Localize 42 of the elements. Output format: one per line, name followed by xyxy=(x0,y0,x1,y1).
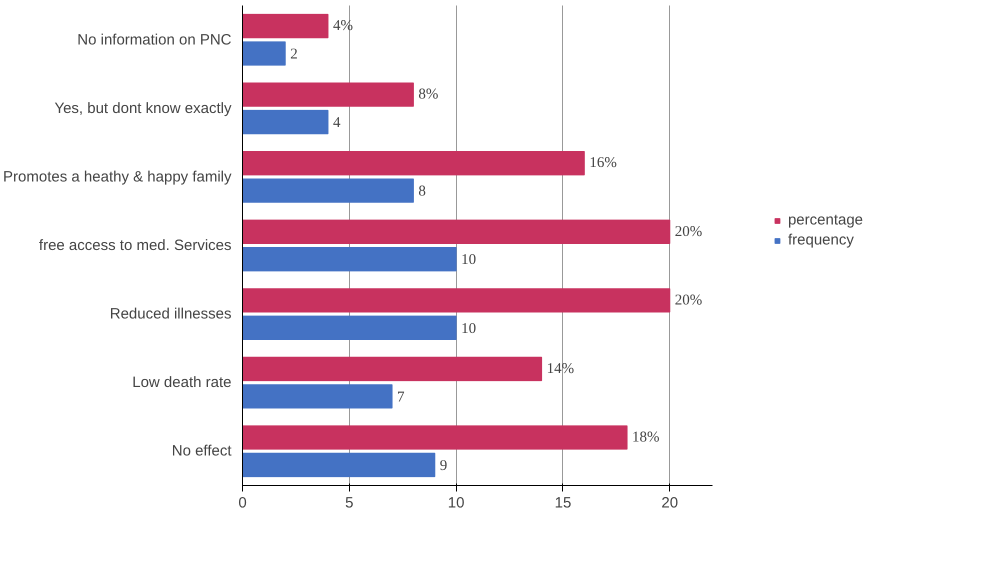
data-label: 18% xyxy=(632,430,660,446)
bar xyxy=(242,151,585,176)
bar xyxy=(242,82,414,107)
bar xyxy=(242,220,670,244)
x-tick-label: 5 xyxy=(345,494,354,512)
bar xyxy=(242,452,436,478)
bar xyxy=(242,41,286,66)
bar xyxy=(242,14,328,38)
bar xyxy=(242,247,457,272)
data-label: 10 xyxy=(461,252,476,268)
data-label: 9 xyxy=(440,458,448,474)
bar xyxy=(242,178,414,203)
x-tick-label: 15 xyxy=(554,494,572,512)
data-label: 20% xyxy=(674,224,702,240)
bar xyxy=(242,288,670,313)
data-label: 7 xyxy=(397,389,406,406)
data-label: 10 xyxy=(461,320,476,337)
data-label: 20% xyxy=(674,292,702,308)
legend-label: percentage xyxy=(788,212,864,228)
bar xyxy=(242,384,393,409)
y-tick-label: Yes, but dont know exactly xyxy=(54,100,232,117)
y-tick-label: No effect xyxy=(172,442,232,460)
y-tick-label: Reduced illnesses xyxy=(110,306,232,323)
data-label: 16% xyxy=(589,155,617,172)
data-label: 8 xyxy=(418,184,426,200)
y-tick-label: No information on PNC xyxy=(77,31,232,48)
x-tick-label: 20 xyxy=(661,494,678,512)
x-tick-label: 10 xyxy=(448,494,464,512)
bar xyxy=(242,110,328,134)
x-tick-label: 0 xyxy=(238,494,247,512)
y-tick-label: Promotes a heathy & happy family xyxy=(3,168,232,186)
bar xyxy=(242,425,628,450)
data-label: 8% xyxy=(418,86,438,103)
data-label: 4% xyxy=(332,18,353,34)
y-tick-label: free access to med. Services xyxy=(38,237,232,254)
bar xyxy=(242,356,542,382)
y-tick-label: Low death rate xyxy=(132,374,232,392)
bar xyxy=(242,316,457,340)
data-label: 4 xyxy=(332,115,341,132)
legend-label: frequency xyxy=(788,232,854,248)
data-label: 14% xyxy=(546,360,574,377)
data-label: 2 xyxy=(290,46,298,62)
